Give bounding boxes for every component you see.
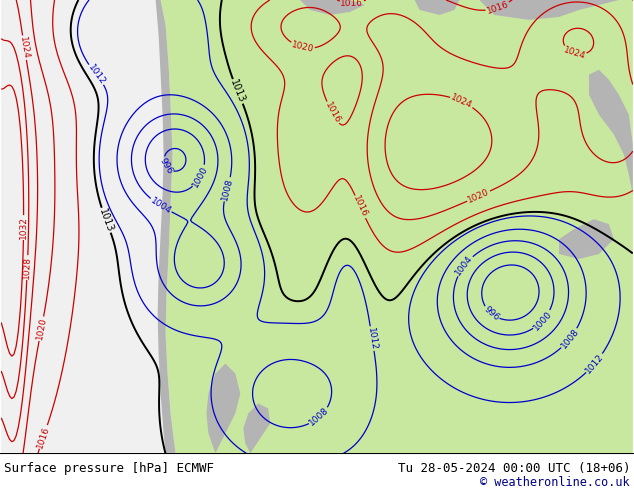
Text: 1024: 1024 — [562, 45, 586, 61]
Text: 1016: 1016 — [323, 100, 342, 125]
Text: 996: 996 — [482, 304, 501, 322]
Text: Surface pressure [hPa] ECMWF: Surface pressure [hPa] ECMWF — [4, 462, 214, 475]
Text: 1004: 1004 — [149, 196, 173, 216]
Polygon shape — [243, 403, 270, 453]
Text: 1024: 1024 — [18, 36, 30, 60]
Text: 1008: 1008 — [220, 177, 235, 201]
Text: 1020: 1020 — [290, 40, 314, 54]
Polygon shape — [589, 70, 633, 194]
Text: 1008: 1008 — [559, 327, 581, 350]
Polygon shape — [559, 219, 614, 259]
Text: 1000: 1000 — [191, 164, 210, 189]
Text: 1013: 1013 — [97, 207, 115, 233]
Polygon shape — [155, 0, 176, 453]
Polygon shape — [479, 0, 619, 20]
Text: 1000: 1000 — [532, 309, 554, 332]
Text: 1016: 1016 — [340, 0, 363, 8]
Text: 996: 996 — [157, 156, 174, 175]
Text: 1008: 1008 — [308, 406, 331, 428]
Text: 1016: 1016 — [36, 424, 51, 449]
Text: 1020: 1020 — [467, 187, 491, 205]
Text: 1016: 1016 — [485, 0, 510, 15]
Text: Tu 28-05-2024 00:00 UTC (18+06): Tu 28-05-2024 00:00 UTC (18+06) — [398, 462, 630, 475]
Polygon shape — [415, 0, 460, 15]
Text: 1012: 1012 — [366, 326, 378, 350]
Text: 1016: 1016 — [351, 195, 369, 219]
Text: 1012: 1012 — [584, 352, 605, 375]
Text: 1013: 1013 — [229, 78, 247, 104]
Polygon shape — [300, 0, 365, 15]
Text: 1012: 1012 — [86, 63, 107, 87]
Text: 1032: 1032 — [19, 216, 28, 239]
Text: © weatheronline.co.uk: © weatheronline.co.uk — [481, 476, 630, 489]
Polygon shape — [207, 364, 240, 453]
Text: 1024: 1024 — [450, 93, 474, 110]
Text: 1020: 1020 — [35, 317, 48, 341]
Text: 1004: 1004 — [454, 254, 475, 278]
Text: 1028: 1028 — [22, 256, 32, 279]
Polygon shape — [160, 0, 633, 453]
